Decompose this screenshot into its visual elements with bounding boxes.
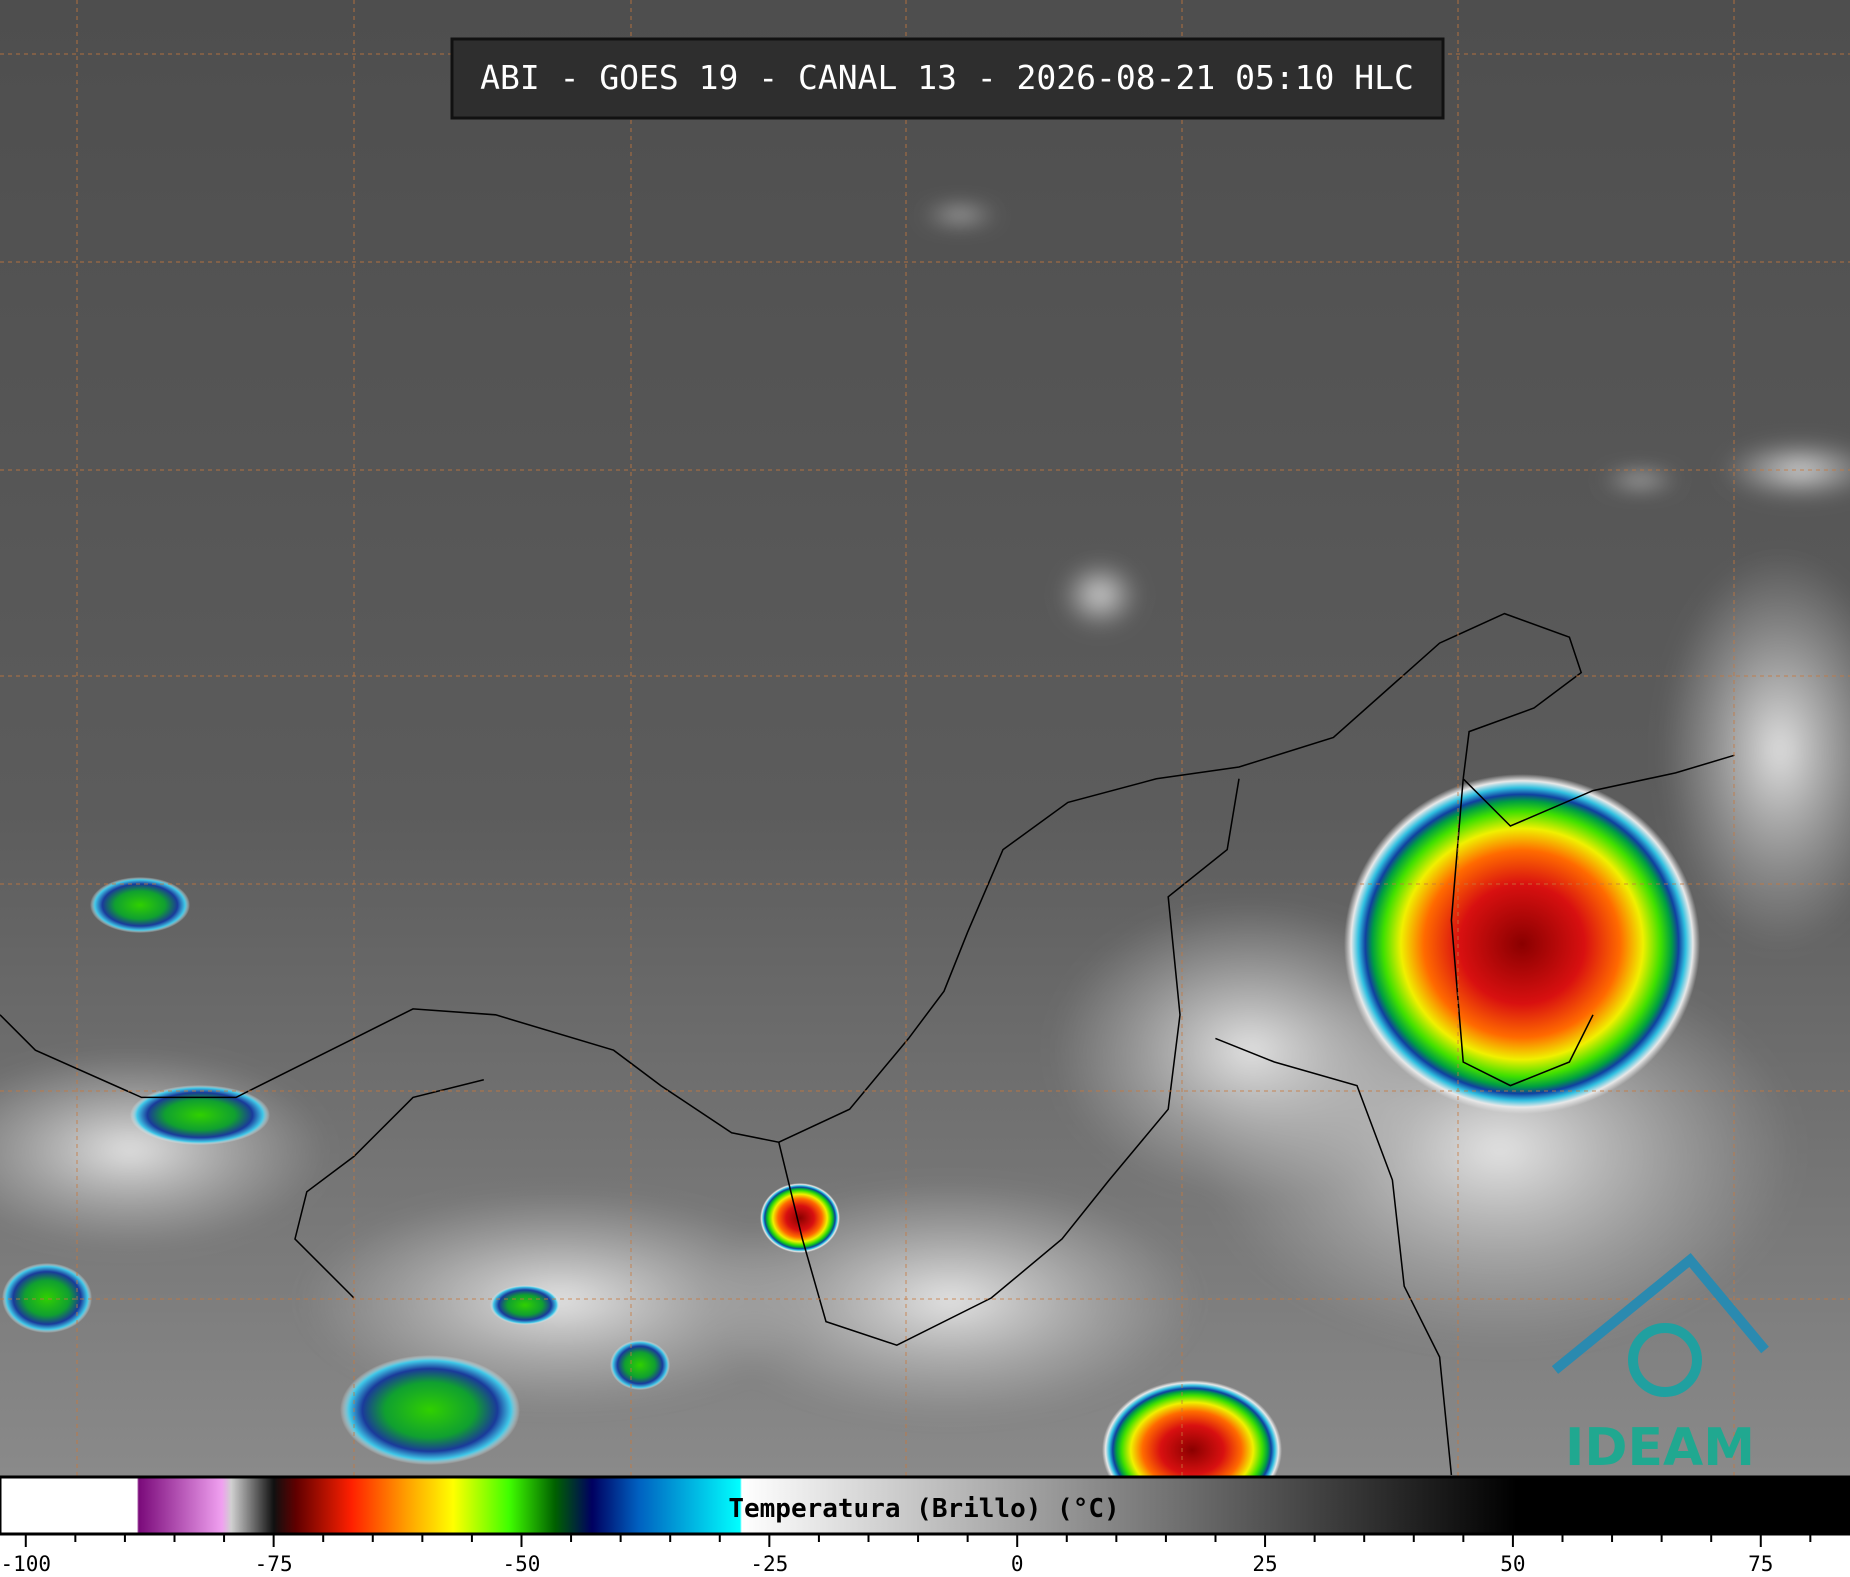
tick-label: -50	[503, 1552, 541, 1576]
tick-label: 75	[1748, 1552, 1773, 1576]
colorbar-label: Temperatura (Brillo) (°C)	[728, 1494, 1119, 1524]
logo-text: IDEAM	[1565, 1418, 1755, 1478]
colorbar	[0, 1475, 1850, 1536]
satellite-image	[0, 0, 1850, 1520]
logo: IDEAM	[1551, 1253, 1769, 1478]
tick-label: -75	[255, 1552, 293, 1576]
tick-label: 25	[1252, 1552, 1277, 1576]
tick-label: 0	[1011, 1552, 1024, 1576]
tick-label: -100	[0, 1552, 51, 1576]
title-box	[450, 37, 1445, 120]
tick-label: -25	[750, 1552, 788, 1576]
title: ABI - GOES 19 - CANAL 13 - 2026-08-21 05…	[480, 58, 1414, 97]
tick-label: 50	[1500, 1552, 1525, 1576]
